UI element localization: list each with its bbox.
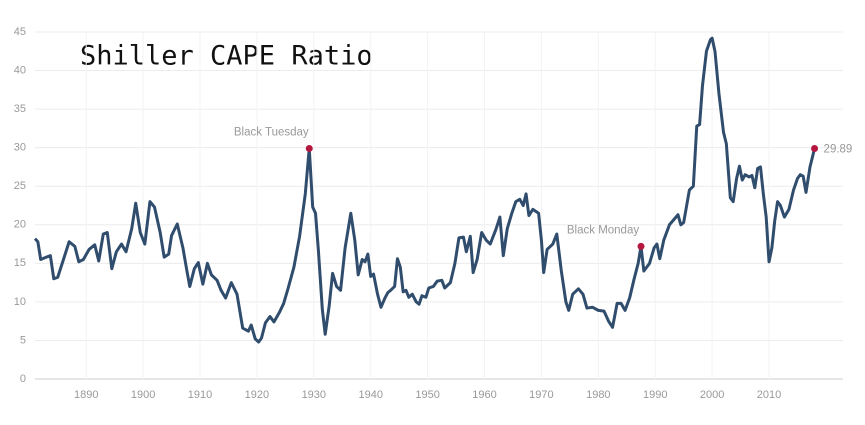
x-tick-label: 1920 bbox=[245, 389, 269, 401]
annotation-label: Black Monday bbox=[567, 224, 639, 236]
y-tick-label: 30 bbox=[14, 142, 26, 154]
y-tick-label: 35 bbox=[14, 103, 26, 115]
chart-title: Shiller CAPE Ratio bbox=[80, 41, 373, 72]
x-tick-label: 1980 bbox=[586, 389, 610, 401]
y-tick-label: 0 bbox=[20, 373, 26, 385]
x-tick-label: 1900 bbox=[131, 389, 155, 401]
x-tick-label: 2000 bbox=[700, 389, 724, 401]
x-tick-label: 1990 bbox=[643, 389, 667, 401]
x-tick-label: 1890 bbox=[74, 389, 98, 401]
x-tick-label: 1950 bbox=[415, 389, 439, 401]
x-tick-label: 1930 bbox=[302, 389, 326, 401]
annotation-marker bbox=[811, 145, 819, 153]
line bbox=[33, 36, 817, 344]
y-tick-label: 5 bbox=[20, 334, 26, 346]
x-tick-label: 1940 bbox=[358, 389, 382, 401]
annotation-label: 29.89 bbox=[824, 144, 853, 156]
y-tick-label: 40 bbox=[14, 64, 26, 76]
x-tick-label: 1960 bbox=[472, 389, 496, 401]
x-tick-label: 1970 bbox=[529, 389, 553, 401]
y-tick-label: 10 bbox=[14, 296, 26, 308]
x-tick-label: 2010 bbox=[757, 389, 781, 401]
x-tick-label: 1910 bbox=[188, 389, 212, 401]
y-tick-label: 25 bbox=[14, 180, 26, 192]
y-tick-label: 20 bbox=[14, 219, 26, 231]
annotation-marker bbox=[305, 144, 313, 152]
annotation-marker bbox=[637, 242, 645, 250]
y-tick-label: 45 bbox=[14, 26, 26, 38]
annotation-label: Black Tuesday bbox=[234, 126, 309, 138]
y-tick-label: 15 bbox=[14, 257, 26, 269]
